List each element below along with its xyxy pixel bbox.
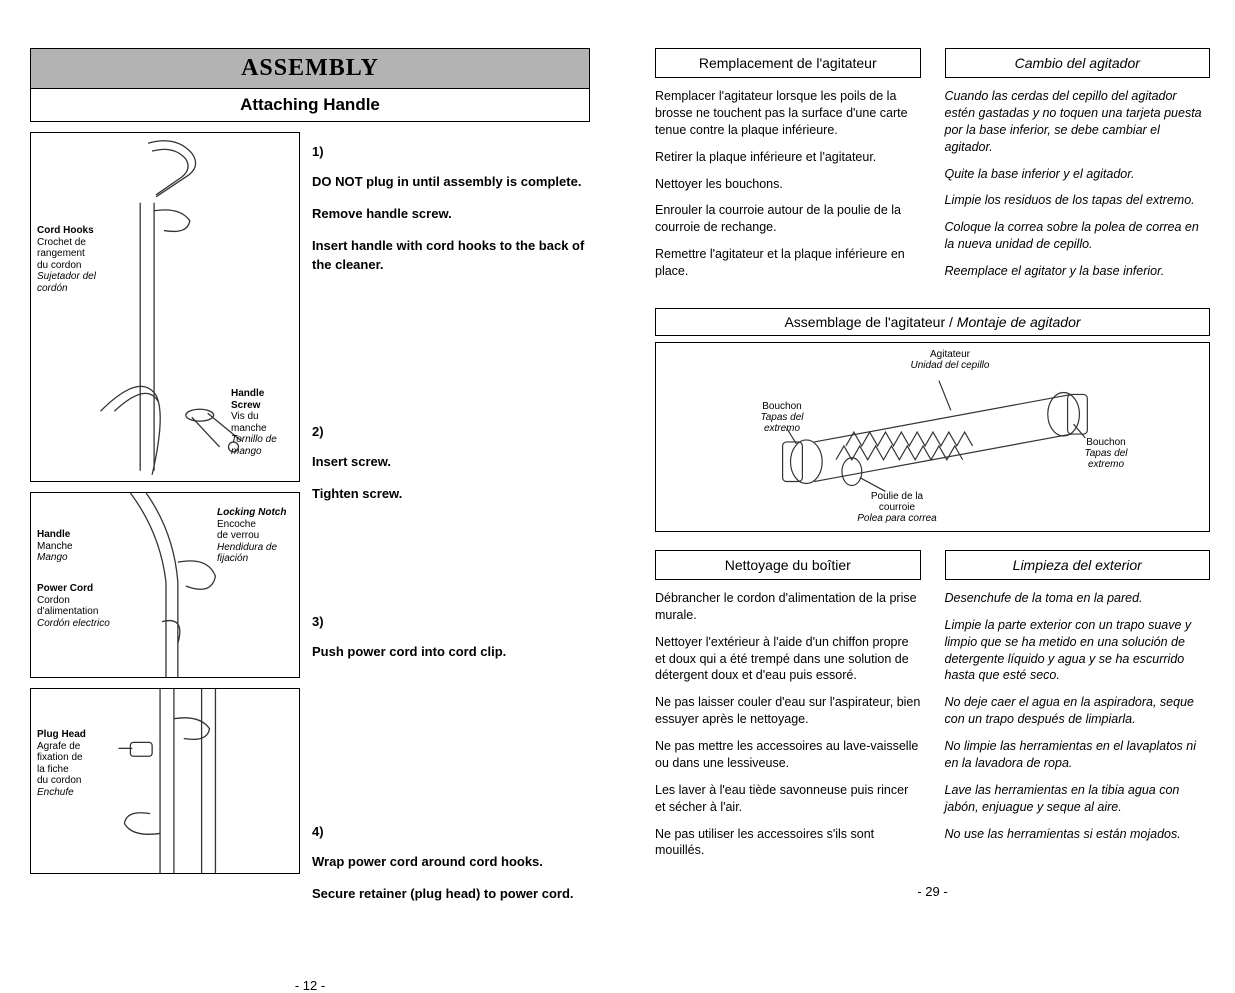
title-clean-fr: Nettoyage du boîtier xyxy=(655,550,921,580)
page-number-right: - 29 - xyxy=(655,884,1210,899)
replace-text-fr: Remplacer l'agitateur lorsque les poils … xyxy=(655,88,921,290)
diagram-column: Cord Hooks Crochet de rangement du cordo… xyxy=(30,132,300,963)
page-right: Remplacement de l'agitateur Cambio del a… xyxy=(655,48,1210,869)
clean-text-fr: Débrancher le cordon d'alimentation de l… xyxy=(655,590,921,869)
agitator-assembly-title: Assemblage de l'agitateur / Montaje de a… xyxy=(655,308,1210,336)
steps-column: 1) DO NOT plug in until assembly is comp… xyxy=(312,132,590,963)
handle-diagram-2: Handle Manche Mango Power Cord Cordon d'… xyxy=(30,492,300,678)
handle-diagram-1: Cord Hooks Crochet de rangement du cordo… xyxy=(30,132,300,482)
title-replace-fr: Remplacement de l'agitateur xyxy=(655,48,921,78)
handle-diagram-3: Plug Head Agrafe de fixation de la fiche… xyxy=(30,688,300,874)
label-bold: Cord Hooks xyxy=(37,225,107,237)
page-left: ASSEMBLY Attaching Handle xyxy=(30,48,590,963)
agitator-diagram: Agitateur Unidad del cepillo Bouchon Tap… xyxy=(655,342,1210,532)
title-clean-es: Limpieza del exterior xyxy=(945,550,1211,580)
section-title: ASSEMBLY xyxy=(30,48,590,89)
page-number-left: - 12 - xyxy=(30,978,590,993)
replace-text-es: Cuando las cerdas del cepillo del agitad… xyxy=(945,88,1211,290)
title-replace-es: Cambio del agitador xyxy=(945,48,1211,78)
clean-text-es: Desenchufe de la toma en la pared. Limpi… xyxy=(945,590,1211,869)
subsection-title: Attaching Handle xyxy=(30,89,590,122)
